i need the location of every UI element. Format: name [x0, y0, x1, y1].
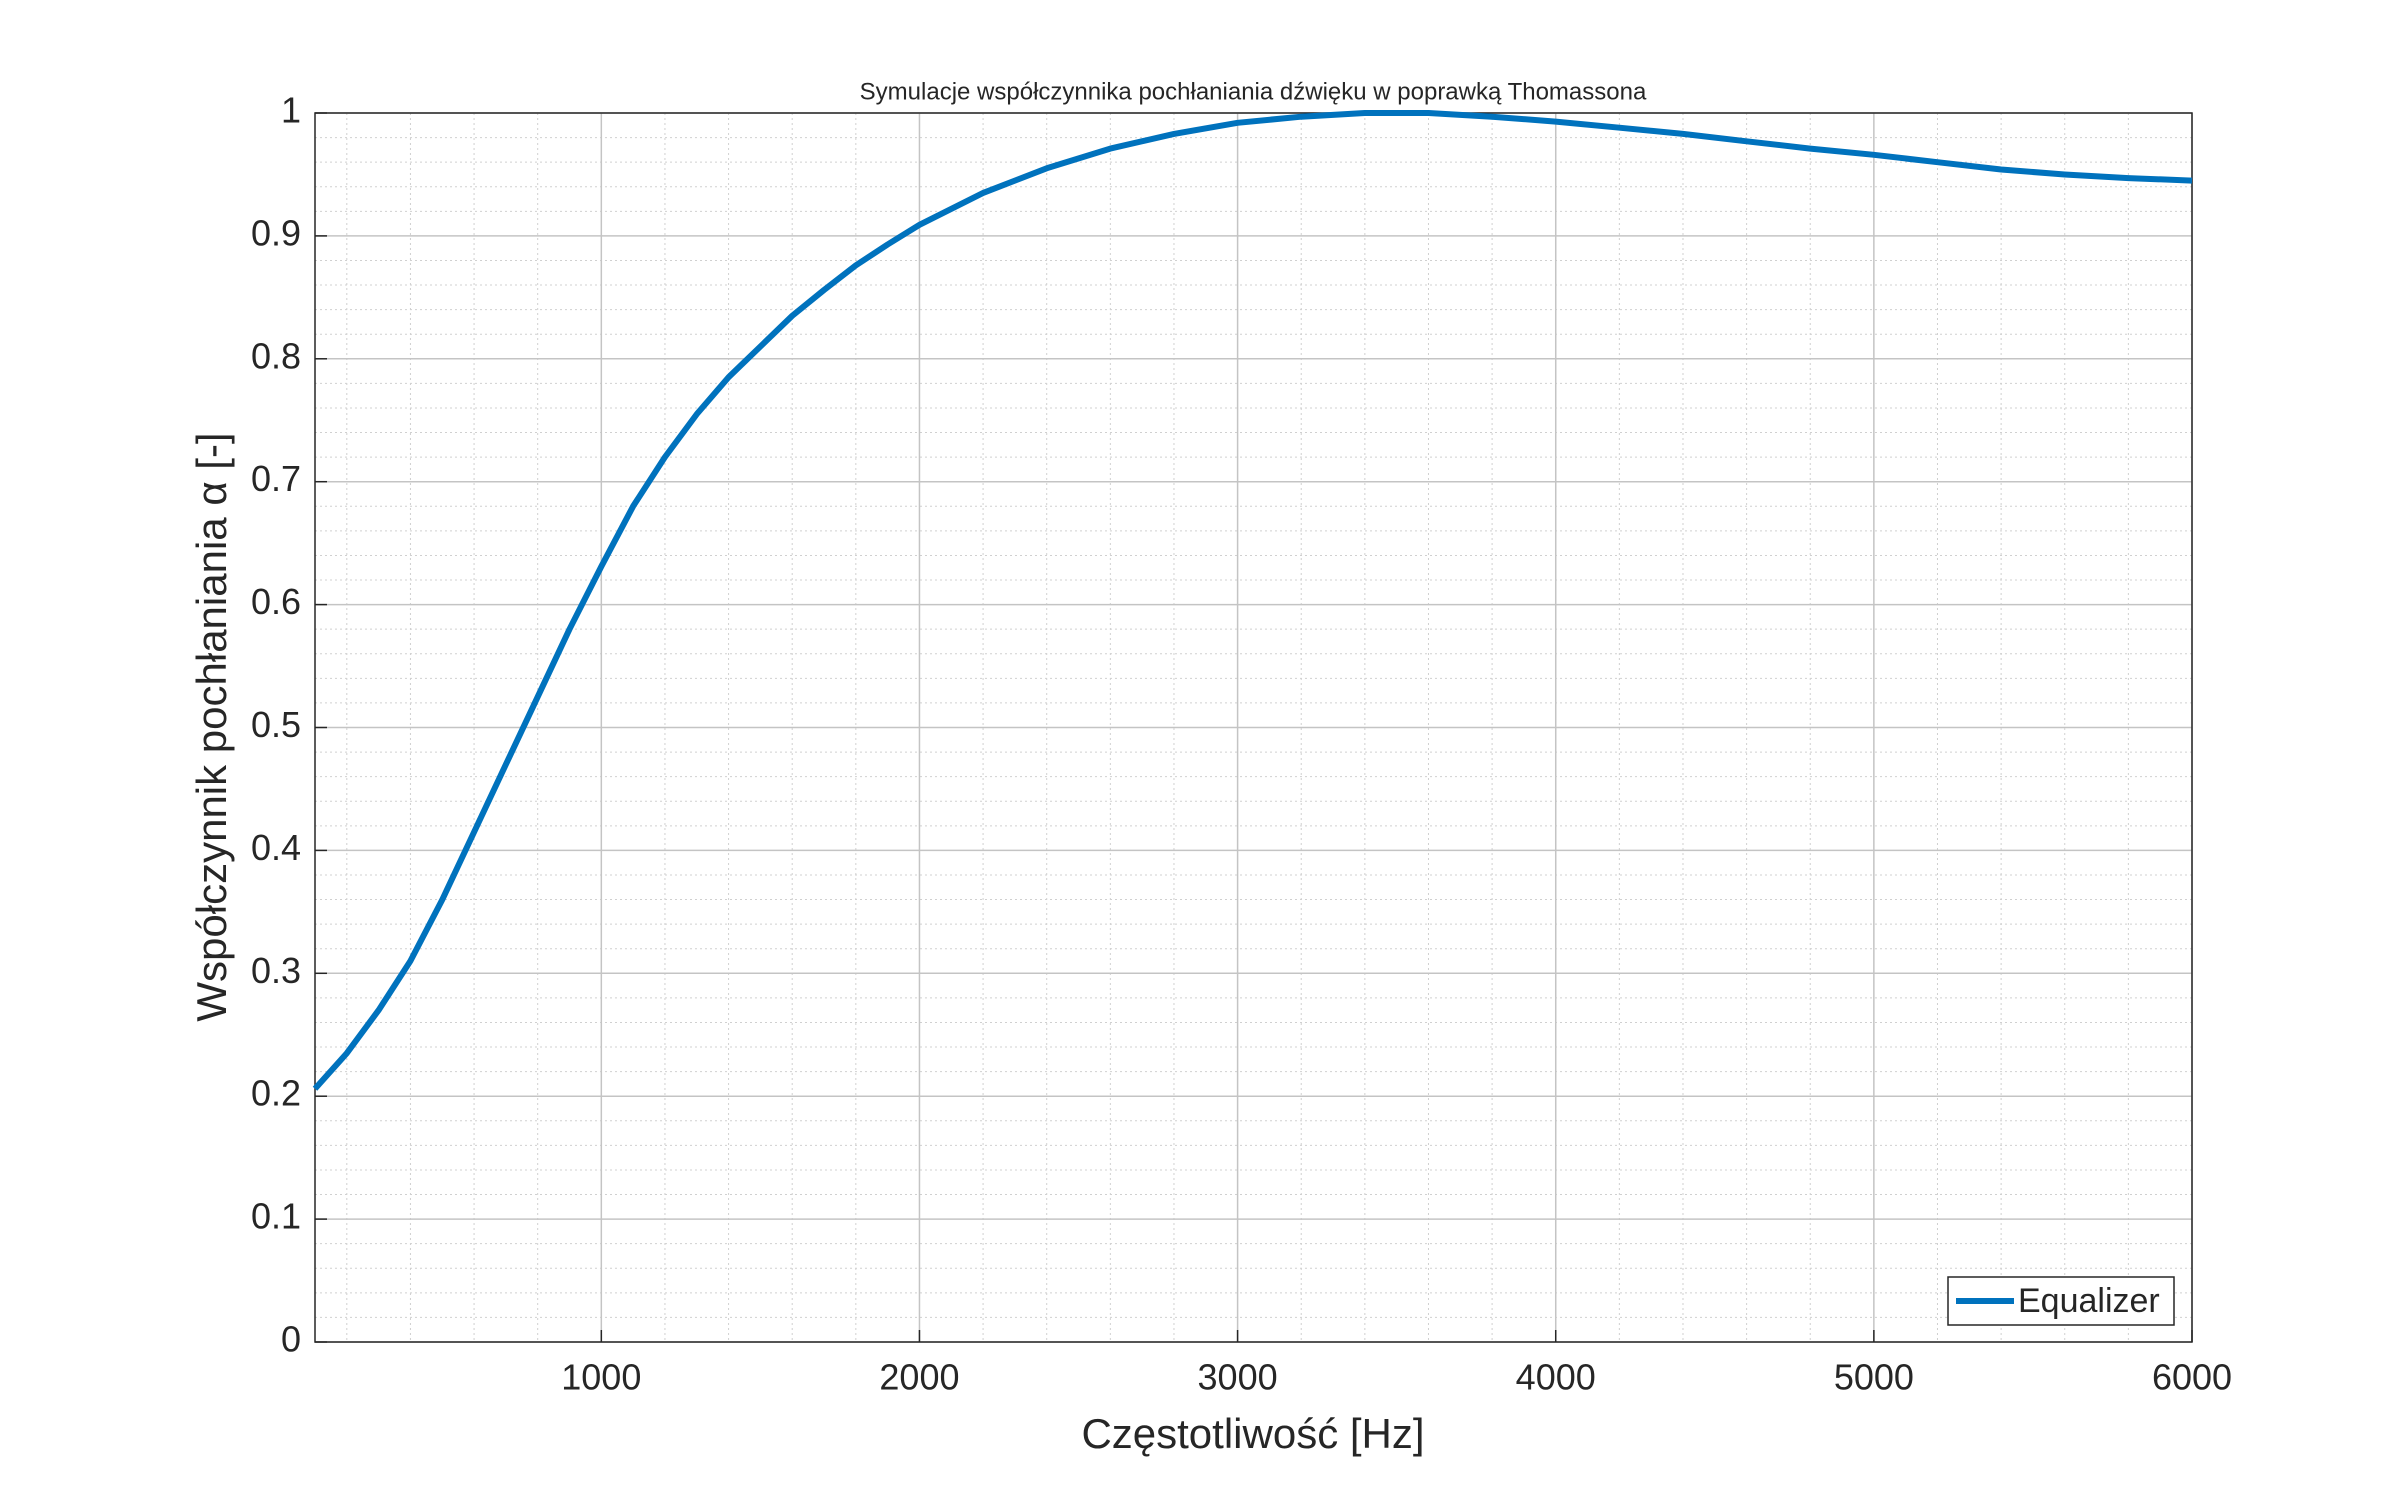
plot-frame: [314, 112, 2193, 1343]
y-tick-label: 0.8: [251, 335, 301, 376]
chart-title: Symulacje współczynnika pochłaniania dźw…: [860, 78, 1647, 105]
x-axis-label: Częstotliwość [Hz]: [1081, 1410, 1424, 1457]
y-tick-label: 0: [281, 1319, 301, 1360]
y-tick-label: 0.4: [251, 827, 301, 868]
x-tick-label: 2000: [879, 1357, 959, 1398]
y-tick-label: 0.5: [251, 704, 301, 745]
y-tick-label: 0.1: [251, 1196, 301, 1237]
y-tick-label: 0.6: [251, 581, 301, 622]
x-tick-label: 6000: [2152, 1357, 2232, 1398]
y-tick-label: 0.3: [251, 950, 301, 991]
y-tick-label: 0.9: [251, 212, 301, 253]
x-tick-label: 5000: [1834, 1357, 1914, 1398]
y-tick-label: 0.2: [251, 1073, 301, 1114]
y-tick-label: 1: [281, 90, 301, 131]
y-axis-label: Współczynnik pochłaniania α [-]: [188, 432, 235, 1021]
legend-label: Equalizer: [2018, 1282, 2160, 1320]
data-line: [312, 110, 2193, 1091]
x-tick-label: 1000: [561, 1357, 641, 1398]
x-tick-label: 3000: [1198, 1357, 1278, 1398]
y-tick-label: 0.7: [251, 458, 301, 499]
x-tick-label: 4000: [1516, 1357, 1596, 1398]
